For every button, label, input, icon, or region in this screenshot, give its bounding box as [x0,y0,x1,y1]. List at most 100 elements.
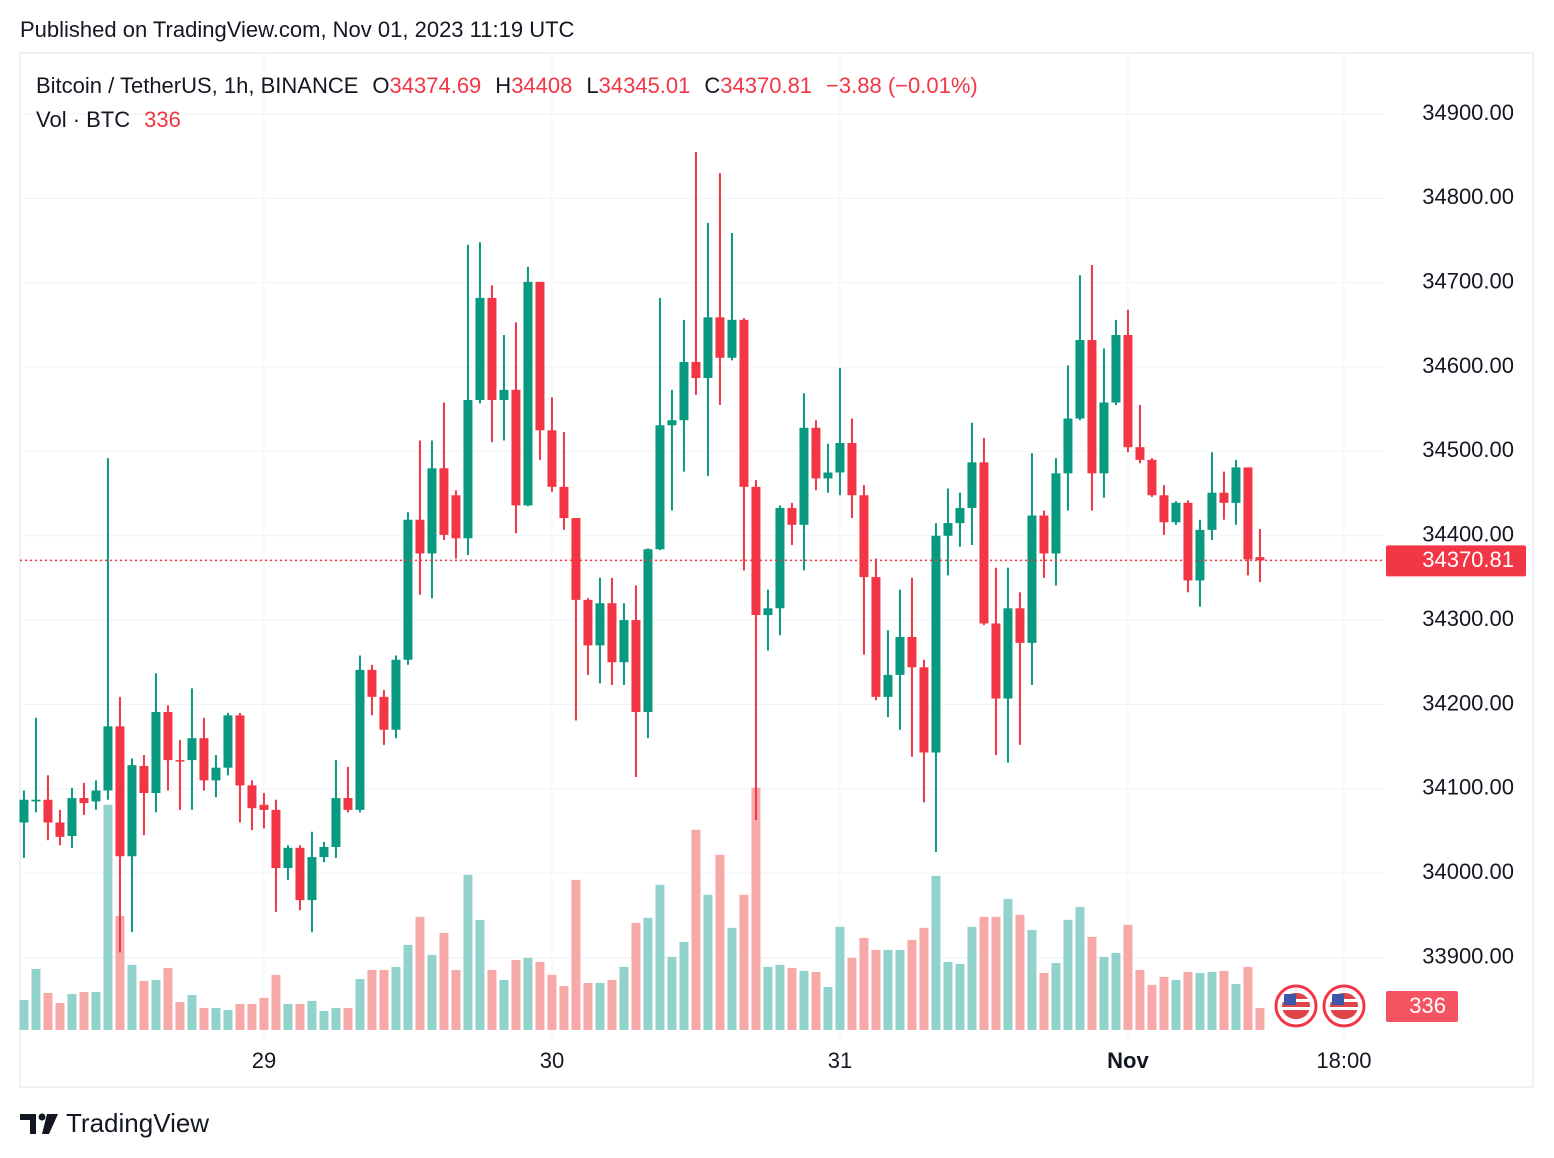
y-tick-label: 34500.00 [1422,437,1514,462]
volume-bar [943,961,953,1030]
volume-bar [667,956,677,1030]
candle-body [847,442,857,496]
y-tick-label: 34800.00 [1422,184,1514,209]
candle-body [31,799,41,802]
candle-body [355,669,365,810]
volume-bar [19,999,29,1030]
y-tick-label: 34000.00 [1422,859,1514,884]
volume-bar [259,997,269,1030]
volume-bar [475,919,485,1030]
candle-body [535,281,545,431]
candle-body [835,442,845,473]
candle-body [19,799,29,823]
candle-body [1027,515,1037,643]
logo-part [42,1114,58,1134]
ohlc-letter: C [704,73,721,98]
candle-body [103,726,113,791]
candle-body [271,809,281,869]
candle-body [367,669,377,697]
volume-title: Vol · BTC [36,107,131,132]
candle-body [67,798,77,837]
volume-bar [535,961,545,1030]
y-tick-label: 34300.00 [1422,606,1514,631]
y-tick-label: 34200.00 [1422,690,1514,715]
candle-body [559,486,569,519]
volume-bar [787,967,797,1030]
candle-body [1231,467,1241,503]
candle-body [151,712,161,793]
volume-bar [487,969,497,1030]
candle-body [427,468,437,554]
ohlc-value: 34345.01 [598,73,691,98]
volume-bar [91,991,101,1030]
candle-body [727,319,737,358]
volume-bar [151,979,161,1030]
candle-body [583,599,593,646]
price-change: −3.88 (−0.01%) [826,73,978,98]
x-tick-label: 30 [540,1048,564,1073]
candle-body [1087,340,1097,474]
volume-bar [523,957,533,1030]
volume-bar [763,966,773,1030]
volume-bar [883,949,893,1030]
candle-body [283,847,293,869]
candle-body [1195,529,1205,581]
volume-bar [403,944,413,1030]
volume-bar [1039,972,1049,1030]
volume-bar [1111,952,1121,1030]
candle-body [751,486,761,616]
volume-bar [607,979,617,1030]
volume-bar [931,875,941,1030]
volume-bar [775,964,785,1030]
volume-bar [247,1003,257,1030]
volume-bar [715,854,725,1030]
candle-body [715,317,725,358]
flag-stripe [1282,1007,1310,1010]
axes: 33900.00 34000.00 34100.00 34200.00 34300.00… [20,100,1526,1073]
candle-body [1003,608,1013,699]
candle-body [391,659,401,730]
candle-body [1183,502,1193,581]
candle-body [547,430,557,487]
candle-body [1099,402,1109,474]
brand-name: TradingView [66,1108,210,1138]
flag-canton [1332,994,1344,1005]
volume-bar [1183,971,1193,1030]
x-tick-label: 18:00 [1316,1048,1371,1073]
volume-bar [1147,984,1157,1030]
volume-bar [919,927,929,1030]
volume-bar [127,964,137,1030]
candle-body [643,549,653,713]
last-price-label: 34370.81 [1422,547,1514,572]
volume-bar [619,966,629,1030]
candle-body [739,319,749,487]
ohlc-letter: O [372,73,390,98]
candle-body [43,799,53,823]
volume-bar [175,1001,185,1030]
candle-body [127,765,137,857]
candle-body [79,798,89,804]
volume-bar [1099,956,1109,1030]
volume-bar [1003,898,1013,1030]
volume-bar [319,1010,329,1030]
flag-canton [1284,994,1296,1005]
candle-body [379,696,389,730]
candle-body [787,507,797,525]
candle-body [211,767,221,781]
volume-bar [895,949,905,1030]
volume-bar [955,963,965,1030]
candle-body [607,603,617,663]
candle-body [763,608,773,616]
volume-bar [907,939,917,1030]
volume-bar [1135,969,1145,1030]
volume-bar [547,974,557,1030]
candle-body [883,674,893,697]
candle-body [1075,340,1085,419]
candle-body [403,519,413,660]
volume-bar [691,829,701,1030]
brand-logo [20,1113,58,1134]
y-tick-label: 34400.00 [1422,522,1514,547]
volume-bar [991,916,1001,1030]
volume-bar [967,926,977,1030]
